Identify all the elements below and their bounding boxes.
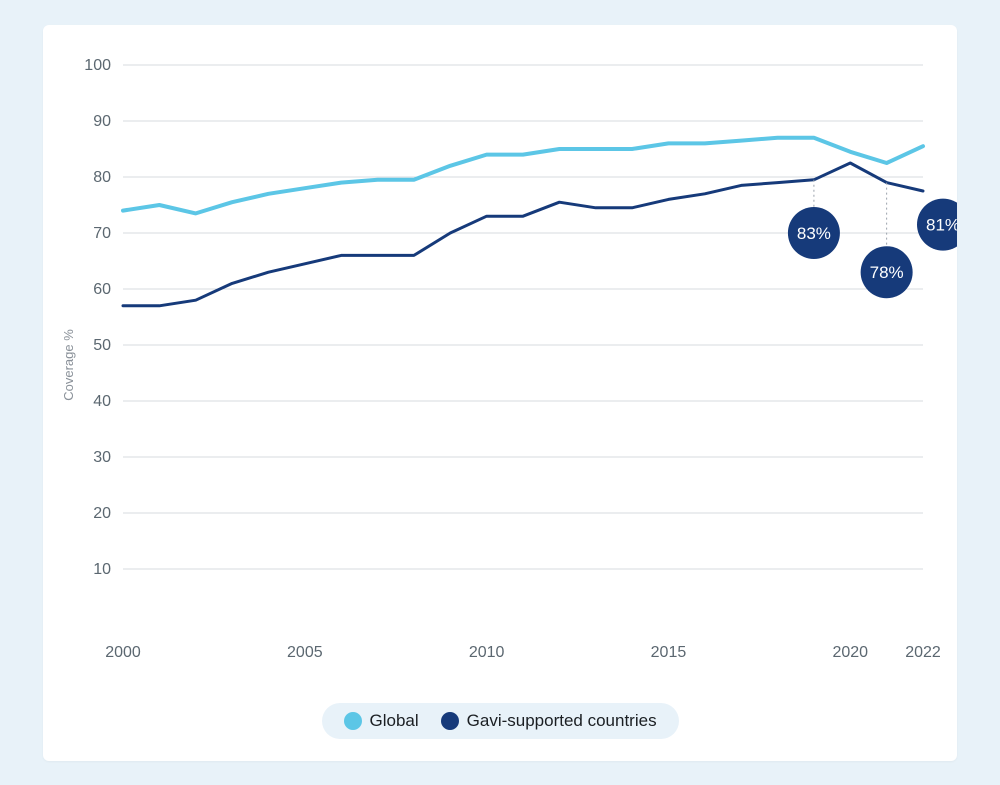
callout-label: 81% (926, 216, 957, 235)
y-tick-label: 20 (93, 505, 111, 522)
x-tick-label: 2005 (287, 644, 323, 661)
chart-legend: Global Gavi-supported countries (322, 703, 679, 739)
y-tick-label: 90 (93, 113, 111, 130)
legend-item-global: Global (344, 711, 419, 731)
x-tick-label: 2020 (832, 644, 868, 661)
y-tick-label: 40 (93, 393, 111, 410)
y-tick-label: 80 (93, 169, 111, 186)
x-tick-label: 2015 (651, 644, 687, 661)
y-tick-label: 100 (84, 57, 111, 74)
y-axis-label: Coverage % (61, 329, 76, 401)
legend-item-gavi: Gavi-supported countries (441, 711, 657, 731)
y-tick-label: 60 (93, 281, 111, 298)
legend-dot-global (344, 712, 362, 730)
y-tick-label: 30 (93, 449, 111, 466)
legend-label-gavi: Gavi-supported countries (467, 711, 657, 731)
series-line-0 (123, 138, 923, 214)
x-tick-label: 2022 (905, 644, 941, 661)
legend-label-global: Global (370, 711, 419, 731)
page-background: 10 20 30 40 50 60 70 80 90 100 Coverage % 2000 2005 2… (0, 0, 1000, 785)
coverage-line-chart: 10 20 30 40 50 60 70 80 90 100 Coverage % 2000 2005 2… (43, 25, 957, 685)
chart-card: 10 20 30 40 50 60 70 80 90 100 Coverage % 2000 2005 2… (43, 25, 957, 761)
legend-dot-gavi (441, 712, 459, 730)
x-tick-label: 2010 (469, 644, 505, 661)
y-tick-label: 10 (93, 561, 111, 578)
y-tick-label: 50 (93, 337, 111, 354)
x-tick-label: 2000 (105, 644, 141, 661)
callout-label: 78% (870, 263, 904, 282)
y-tick-label: 70 (93, 225, 111, 242)
callout-label: 83% (797, 224, 831, 243)
